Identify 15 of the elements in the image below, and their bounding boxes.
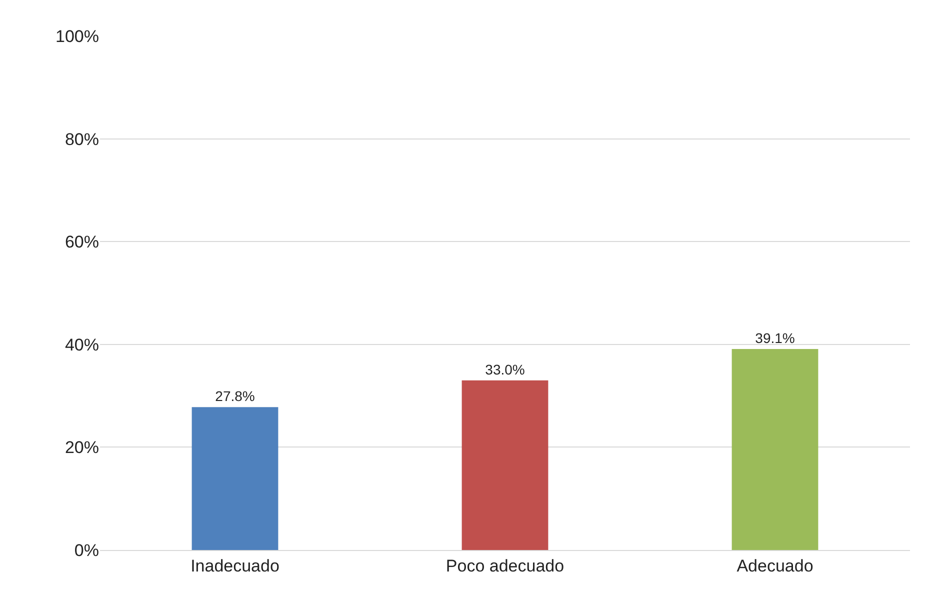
x-tick-label: Poco adecuado: [446, 556, 564, 576]
data-label: 33.0%: [485, 361, 525, 378]
y-tick-label: 20%: [64, 438, 99, 458]
y-tick-label: 60%: [64, 232, 99, 252]
y-tick-label: 0%: [74, 540, 99, 560]
y-tick-label: 100%: [56, 26, 99, 46]
bar: [192, 407, 278, 550]
x-tick-label: Inadecuado: [190, 556, 280, 576]
bar: [732, 349, 818, 550]
data-label: 39.1%: [755, 330, 795, 346]
data-label: 27.8%: [215, 388, 255, 404]
y-tick-label: 40%: [64, 335, 99, 354]
x-tick-label: Adecuado: [736, 556, 814, 576]
y-tick-label: 80%: [64, 130, 99, 149]
bar: [462, 380, 548, 550]
